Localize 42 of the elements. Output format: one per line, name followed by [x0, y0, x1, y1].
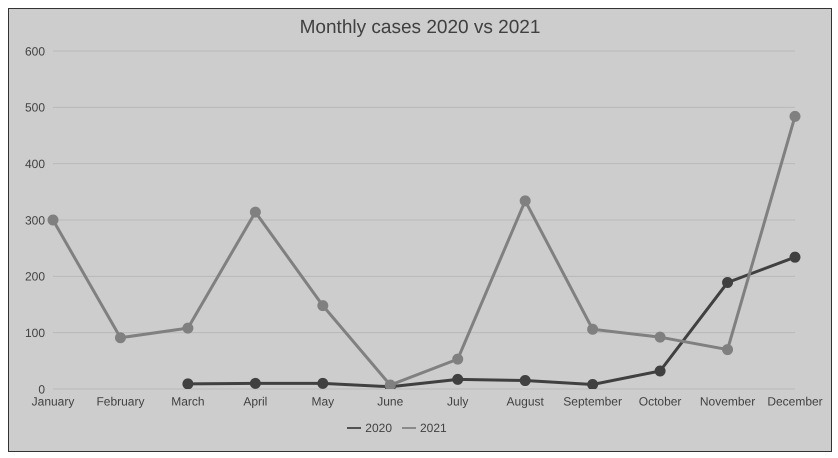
point	[520, 375, 531, 386]
point	[520, 195, 531, 206]
y-tick-label: 0	[38, 382, 46, 396]
point	[587, 378, 598, 389]
y-tick-label: 400	[24, 156, 46, 171]
x-tick-label: May	[311, 394, 334, 409]
y-tick-label: 300	[24, 213, 46, 228]
point	[587, 324, 598, 335]
x-tick-label: September	[563, 394, 622, 409]
point	[452, 374, 464, 385]
x-tick-label: December	[767, 394, 823, 409]
y-tick-label: 100	[24, 326, 46, 340]
point	[790, 110, 800, 122]
point	[250, 378, 261, 389]
x-tick-label: July	[447, 394, 468, 409]
chart-title: Monthly cases 2020 vs 2021	[298, 16, 542, 40]
point	[48, 214, 58, 226]
x-tick-label: April	[243, 394, 268, 409]
point	[722, 344, 734, 356]
point	[182, 378, 194, 389]
y-tick-label: 500	[24, 100, 46, 115]
x-tick-label: November	[700, 394, 756, 409]
point	[654, 332, 666, 343]
point	[317, 378, 328, 389]
x-tick-label: March	[171, 394, 205, 409]
y-tick-label: 600	[24, 44, 46, 58]
x-tick-label: February	[96, 394, 144, 409]
x-tick-label: October	[638, 394, 682, 409]
legend-label: 2021	[420, 421, 447, 435]
point	[317, 300, 328, 312]
point	[250, 206, 261, 218]
point	[790, 252, 800, 263]
x-tick-label: January	[32, 394, 74, 409]
point	[114, 332, 126, 344]
point	[722, 277, 734, 288]
y-tick-label: 200	[24, 270, 46, 284]
x-tick-label: August	[506, 394, 545, 409]
x-tick-label: June	[377, 394, 404, 409]
legend-label: 2020	[365, 421, 392, 435]
point	[452, 354, 464, 365]
point	[654, 365, 666, 376]
point	[182, 322, 194, 334]
